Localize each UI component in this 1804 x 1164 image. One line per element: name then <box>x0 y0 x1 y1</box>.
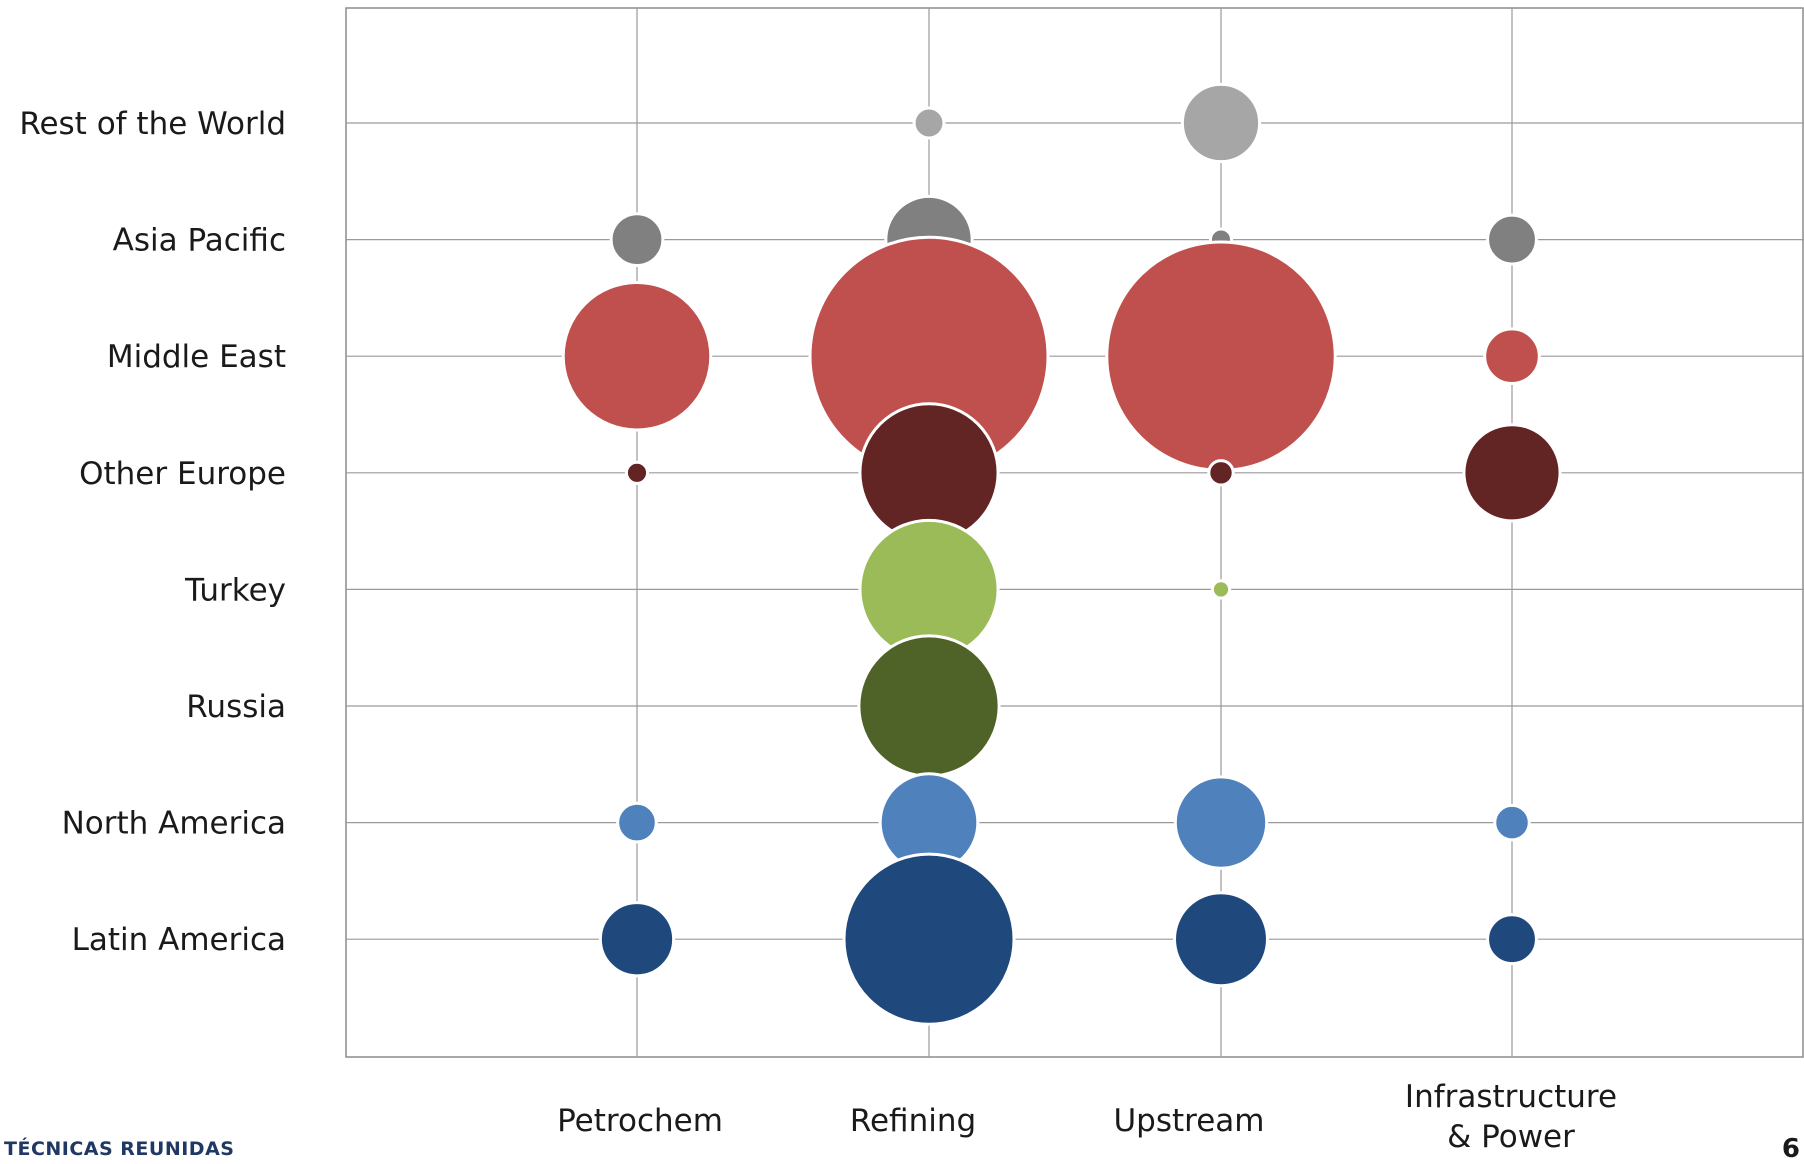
plot-frame <box>345 7 1804 1058</box>
bubble: Latin America / Infrastructure & Power: … <box>1486 913 1538 966</box>
bubble: Other Europe / Upstream: 2 <box>1207 459 1235 487</box>
x-tick-label: Refining <box>850 1103 976 1139</box>
page-number: 6 <box>1781 1134 1800 1164</box>
bubble: Latin America / Petrochem: 18 <box>598 901 676 978</box>
x-axis-labels: Petrochem Refining Upstream Infrastructure &… <box>557 1079 1617 1155</box>
bubble: Other Europe / Petrochem: 1.5 <box>624 460 650 485</box>
bubble: Rest of the World / Upstream: 20 <box>1180 82 1262 164</box>
bubble: North America / Upstream: 28 <box>1173 775 1269 870</box>
bubble: Other Europe / Infrastructure & Power: 3… <box>1462 423 1562 523</box>
y-axis-labels: Latin America North America Russia Turkey Ot… <box>19 106 286 958</box>
bubble: Latin America / Upstream: 29 <box>1173 891 1269 988</box>
y-tick-label: Turkey <box>184 572 286 608</box>
bubble: Latin America / Refining: 97 <box>842 852 1016 1026</box>
y-tick-label: Asia Pacific <box>113 223 286 259</box>
bubble: Asia Pacific / Infrastructure & Power: 8 <box>1486 213 1538 266</box>
x-tick-label: Petrochem <box>557 1103 723 1139</box>
x-tick-label: Infrastructure <box>1405 1079 1617 1115</box>
bubble: Rest of the World / Refining: 3 <box>912 106 946 140</box>
y-tick-label: North America <box>62 806 286 842</box>
bubble: Turkey / Upstream: 1 <box>1210 579 1232 600</box>
y-tick-label: Middle East <box>107 339 286 375</box>
bubble: Middle East / Upstream: 175 <box>1105 240 1337 472</box>
bubble: Middle East / Infrastructure & Power: 10 <box>1483 327 1541 386</box>
bubble: Russia / Refining: 66 <box>857 634 1001 778</box>
chart-bubbles: Rest of the World / Refining: 3 Rest of t… <box>561 82 1562 1026</box>
bubble: North America / Petrochem: 5 <box>616 801 658 844</box>
bubble: North America / Infrastructure & Power: … <box>1493 803 1531 842</box>
chart-grid <box>345 7 1804 1058</box>
y-tick-label: Latin America <box>72 922 286 958</box>
footer-brand: TÉCNICAS REUNIDAS <box>4 1138 235 1160</box>
y-tick-label: Other Europe <box>79 456 286 492</box>
y-tick-label: Rest of the World <box>19 106 286 142</box>
y-tick-label: Russia <box>186 689 286 725</box>
bubble: Middle East / Petrochem: 73 <box>561 280 713 432</box>
bubble: Asia Pacific / Petrochem: 9 <box>609 212 665 267</box>
x-tick-label: Upstream <box>1113 1103 1264 1139</box>
x-tick-label: & Power <box>1447 1119 1575 1155</box>
